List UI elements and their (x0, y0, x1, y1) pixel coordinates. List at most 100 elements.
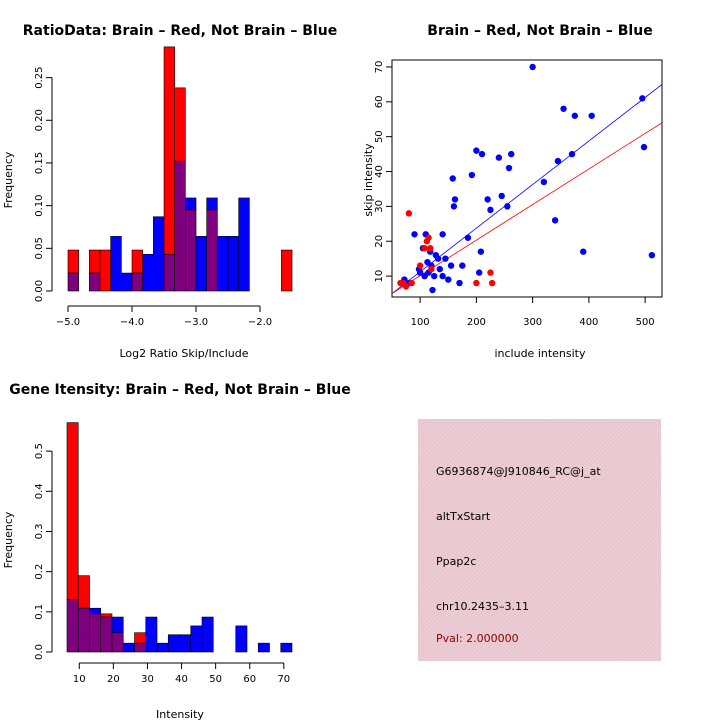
fit-line-blue (391, 84, 663, 294)
hist-bar-not-brain (110, 236, 122, 292)
gene-histogram-axes: 10 20 30 40 50 60 70 0.0 0.1 0.2 0.3 0.4 0.5 (34, 443, 290, 685)
scatter-point-not-brain (430, 272, 438, 280)
scatter-point-not-brain (478, 150, 486, 158)
x-tick-label: 30 (141, 674, 154, 685)
scatter-point-not-brain (498, 192, 505, 200)
x-tick-label: 300 (523, 317, 542, 328)
y-tick-label: 20 (374, 235, 385, 248)
scatter-point-not-brain (411, 231, 418, 238)
x-tick-label: −2.0 (248, 317, 272, 328)
hist-bar-not-brain (257, 642, 270, 653)
hist-bar-not-brain (142, 253, 154, 292)
hist-bar-overlap (163, 253, 175, 292)
scatter-point-not-brain (429, 286, 436, 294)
x-tick-label: 40 (175, 674, 188, 685)
ratio-histogram-xlabel: Log2 Ratio Skip/Include (119, 347, 248, 360)
scatter-point-brain (402, 283, 410, 290)
scatter-point-not-brain (508, 150, 515, 158)
hist-bar-not-brain (206, 197, 218, 211)
y-tick-label: 0.10 (34, 195, 45, 217)
y-tick-label: 40 (374, 165, 385, 178)
hist-bar-overlap (67, 272, 79, 292)
hist-bar-not-brain (111, 616, 124, 634)
x-tick-label: 20 (107, 674, 120, 685)
y-tick-label: 0.00 (34, 280, 45, 302)
ratio-histogram-axes: −5.0 −4.0 −3.0 −2.0 0.00 0.05 0.10 0.15 0.20 0.25 (34, 66, 272, 328)
hist-bar-not-brain (217, 236, 229, 292)
hist-bar-overlap (89, 272, 101, 292)
intensity-scatter: Brain – Red, Not Brain – Blue include in… (362, 23, 663, 360)
scatter-point-not-brain (459, 262, 466, 269)
scatter-point-not-brain (449, 175, 456, 182)
y-tick-label: 0.0 (34, 644, 45, 660)
scatter-point-not-brain (568, 150, 576, 158)
hist-bar-brain (89, 249, 101, 274)
hist-bar-brain (66, 422, 79, 601)
scatter-fit-lines (391, 84, 663, 294)
hist-bar-overlap (100, 616, 113, 653)
gene-histogram-title: Gene Itensity: Brain – Red, Not Brain – … (9, 382, 351, 398)
scatter-point-not-brain (439, 272, 446, 280)
scatter-point-not-brain (487, 206, 494, 214)
y-tick-label: 50 (374, 130, 385, 143)
gene-intensity-histogram: Gene Itensity: Brain – Red, Not Brain – … (2, 382, 351, 721)
hist-bar-not-brain (156, 642, 169, 653)
scatter-point-brain (488, 279, 496, 287)
x-tick-label: 200 (467, 317, 486, 328)
scatter-point-brain (428, 265, 435, 273)
scatter-points (397, 63, 656, 294)
scatter-point-not-brain (551, 217, 559, 224)
hist-bar-brain (134, 632, 147, 644)
hist-bar-not-brain (201, 616, 214, 653)
probe-info-panel: G6936874@J910846_RC@j_at altTxStart Ppap… (418, 419, 661, 661)
scatter-point-not-brain (540, 178, 548, 186)
hist-bar-brain (77, 575, 90, 609)
scatter-point-not-brain (451, 196, 459, 203)
x-tick-label: 60 (243, 674, 256, 685)
y-tick-label: 0.05 (34, 237, 45, 259)
y-tick-label: 70 (374, 61, 385, 74)
x-tick-label: 10 (73, 674, 86, 685)
scatter-point-not-brain (464, 234, 472, 241)
x-tick-label: −4.0 (120, 317, 144, 328)
hist-bar-overlap (77, 607, 90, 653)
hist-bar-not-brain (145, 616, 158, 653)
y-tick-label: 0.1 (34, 604, 45, 620)
intensity-scatter-axes: 100 200 300 400 500 10 20 30 40 50 60 70 (374, 61, 655, 328)
gene-histogram-ylabel: Frequency (2, 511, 15, 568)
hist-bar-brain (163, 46, 175, 255)
scatter-point-not-brain (456, 279, 463, 287)
hist-bar-not-brain (153, 216, 165, 292)
intensity-scatter-title: Brain – Red, Not Brain – Blue (427, 23, 652, 39)
scatter-point-not-brain (495, 154, 503, 161)
x-tick-label: 50 (209, 674, 222, 685)
p-value: Pval: 2.000000 (436, 632, 519, 645)
intensity-scatter-xlabel: include intensity (494, 347, 586, 360)
hist-bar-overlap (185, 209, 197, 292)
hist-bar-overlap (131, 272, 143, 292)
ratio-histogram-ylabel: Frequency (2, 151, 15, 208)
scatter-point-not-brain (447, 262, 455, 269)
hist-bar-brain (131, 249, 143, 274)
hist-bar-brain (99, 249, 111, 292)
scatter-point-brain (425, 234, 432, 241)
x-tick-label: −3.0 (184, 317, 208, 328)
fit-line-red (391, 122, 663, 294)
scatter-point-not-brain (445, 276, 452, 283)
x-tick-label: −5.0 (56, 317, 80, 328)
gene-histogram-xlabel: Intensity (156, 708, 204, 720)
scatter-point-not-brain (648, 251, 656, 259)
x-tick-label: 70 (277, 674, 290, 685)
hist-bar-not-brain (227, 236, 240, 292)
scatter-point-not-brain (588, 112, 595, 119)
hist-bar-not-brain (280, 642, 293, 653)
hist-bar-overlap (111, 632, 124, 653)
scatter-point-not-brain (473, 147, 480, 154)
scatter-point-not-brain (560, 105, 567, 112)
y-tick-label: 10 (374, 270, 385, 283)
scatter-point-not-brain (442, 255, 449, 262)
y-tick-label: 0.20 (34, 109, 45, 131)
scatter-point-brain (427, 245, 434, 252)
scatter-point-not-brain (416, 269, 424, 276)
